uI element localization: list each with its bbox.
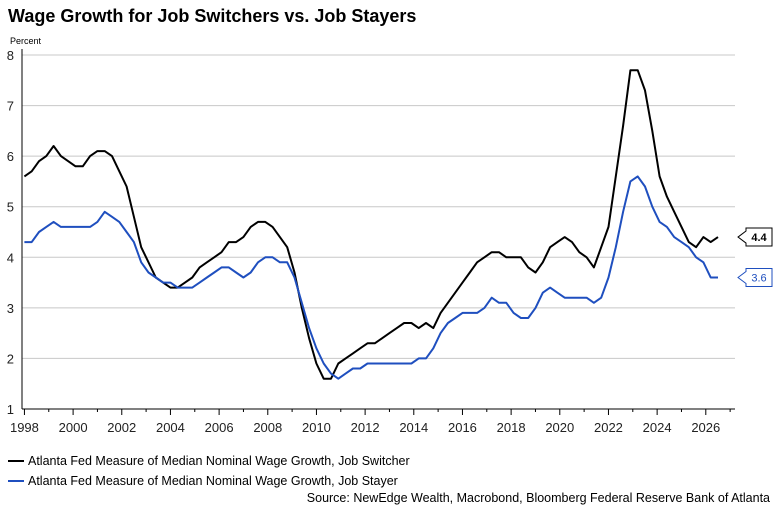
x-tick-label: 2026	[691, 420, 720, 435]
y-tick-label: 6	[7, 149, 14, 164]
x-tick-label: 2010	[302, 420, 331, 435]
y-tick-label: 5	[7, 200, 14, 215]
x-tick-label: 1998	[10, 420, 39, 435]
x-tick-label: 2004	[156, 420, 185, 435]
x-tick-label: 2016	[448, 420, 477, 435]
grid-lines	[22, 54, 735, 410]
end-label-job-stayer: 3.6	[737, 268, 773, 288]
x-tick-label: 2020	[545, 420, 574, 435]
line-chart: 1 2 3 4 5 6 7 8 1998 2000 2002 2004 2006 2008 2010 2012…	[7, 48, 773, 435]
series-line-job-stayer	[24, 175, 718, 380]
x-tick-label: 2022	[594, 420, 623, 435]
axes: 1 2 3 4 5 6 7 8 1998 2000 2002 2004 2006 2008 2010 2012…	[7, 48, 735, 435]
y-tick-label: 3	[7, 301, 14, 316]
y-tick-label: 7	[7, 99, 14, 114]
series-lines	[23, 69, 719, 380]
y-axis-label: Percent	[10, 36, 42, 46]
end-label-box	[737, 268, 773, 288]
legend: Atlanta Fed Measure of Median Nominal Wa…	[8, 451, 410, 491]
x-tick-label: 2006	[205, 420, 234, 435]
legend-swatch-job-stayer	[8, 480, 24, 482]
x-tick-label: 2000	[59, 420, 88, 435]
x-tick-label: 2012	[351, 420, 380, 435]
end-labels: 4.4 3.6	[737, 227, 773, 288]
legend-label-job-stayer: Atlanta Fed Measure of Median Nominal Wa…	[28, 474, 398, 488]
chart-title: Wage Growth for Job Switchers vs. Job St…	[8, 6, 417, 26]
y-tick-label: 2	[7, 351, 14, 366]
y-tick-label: 1	[7, 402, 14, 417]
x-tick-label: 2002	[107, 420, 136, 435]
legend-label-job-switcher: Atlanta Fed Measure of Median Nominal Wa…	[28, 454, 410, 468]
y-tick-label: 4	[7, 250, 14, 265]
series-line-job-switcher	[23, 69, 719, 380]
end-label-value: 3.6	[751, 273, 766, 285]
end-label-job-switcher: 4.4	[737, 227, 773, 247]
source-note: Source: NewEdge Wealth, Macrobond, Bloom…	[306, 491, 770, 505]
legend-swatch-job-switcher	[8, 460, 24, 462]
y-tick-label: 8	[7, 48, 14, 63]
x-tick-label: 2018	[497, 420, 526, 435]
end-label-box	[737, 227, 773, 247]
legend-item-job-switcher: Atlanta Fed Measure of Median Nominal Wa…	[8, 451, 410, 471]
x-tick-label: 2008	[253, 420, 282, 435]
end-label-value: 4.4	[751, 232, 767, 244]
x-tick-label: 2014	[399, 420, 428, 435]
legend-item-job-stayer: Atlanta Fed Measure of Median Nominal Wa…	[8, 471, 410, 491]
x-tick-label: 2024	[643, 420, 672, 435]
